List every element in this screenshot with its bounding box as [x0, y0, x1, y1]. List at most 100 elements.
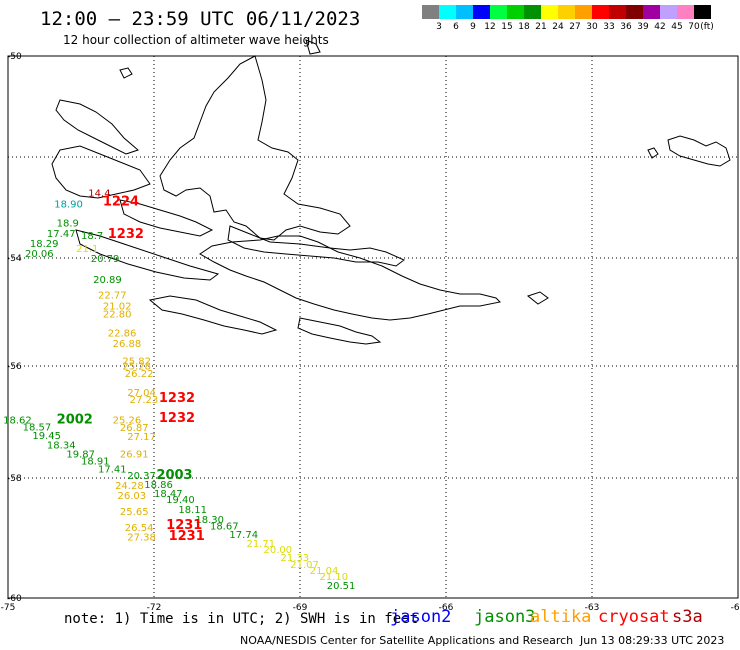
wave-height-value: 26.87: [120, 423, 149, 434]
colorbar-tick-label: 18: [518, 22, 530, 32]
colorbar-tick-label: 39: [637, 22, 649, 32]
wave-height-value: 27.04: [127, 388, 156, 399]
wave-height-value: 21.02: [103, 301, 132, 312]
longitude-label: -66: [439, 603, 454, 613]
colorbar-swatch: [575, 5, 592, 19]
colorbar-tick-label: 9: [470, 22, 476, 32]
wave-height-value: 20.89: [93, 275, 122, 286]
coastline-islet-2: [526, 291, 549, 305]
wave-height-value: 25.82: [122, 356, 151, 367]
wave-height-value: 17.41: [98, 464, 127, 475]
colorbar-tick-label: 70: [688, 22, 700, 32]
coastline-mainland: [159, 55, 351, 241]
wave-height-value: 18.34: [47, 440, 76, 451]
wave-height-value: 27.38: [127, 532, 156, 543]
wave-height-value: 18.90: [54, 200, 83, 211]
grid-lines: [8, 56, 738, 598]
wave-height-value: 21.04: [310, 566, 339, 577]
wave-height-value: 21.10: [319, 572, 348, 583]
legend-item-altika: altika: [530, 607, 592, 627]
legend-item-cryosat: cryosat: [598, 607, 670, 627]
wave-height-value: 21.71: [246, 539, 275, 550]
colorbar-swatch: [541, 5, 558, 19]
longitude-label: -60: [731, 603, 740, 613]
colorbar-tick-label: 42: [654, 22, 666, 32]
map-subtitle: 12 hour collection of altimeter wave hei…: [63, 33, 329, 47]
coastline-strait: [227, 225, 405, 267]
wave-height-value: 18.57: [23, 422, 52, 433]
coastline-north-fjords: [55, 99, 139, 155]
wave-height-value: 2002: [57, 413, 93, 428]
coastline-falklands: [667, 135, 731, 167]
wave-height-value: 21.1: [76, 244, 98, 255]
longitude-labels: -75 -72 -69 -66 -63 -60: [1, 603, 740, 613]
wave-height-value: 22.77: [98, 291, 127, 302]
wave-height-value: 20.51: [327, 581, 356, 592]
colorbar-swatch: [439, 5, 456, 19]
wave-height-value: 22.86: [108, 328, 137, 339]
wave-height-value: 27.17: [127, 432, 156, 443]
colorbar-swatch: [592, 5, 609, 19]
wave-height-value: 18.67: [210, 522, 239, 533]
coastline-islet-3: [305, 39, 321, 55]
wave-height-value: 21.33: [281, 553, 310, 564]
wave-height-value: 1232: [108, 227, 144, 242]
wave-height-value: 20.00: [264, 545, 293, 556]
wave-height-value: 19.45: [32, 431, 61, 442]
coastline-south-chain: [75, 229, 220, 281]
colorbar-swatch: [473, 5, 490, 19]
latitude-label: -50: [7, 52, 22, 62]
wave-height-value: 22.80: [103, 309, 132, 320]
wave-height-value: 26.22: [125, 369, 154, 380]
wave-height-value: 26.88: [113, 339, 142, 350]
colorbar-tick-label: 45: [671, 22, 683, 32]
coastline-west-islands: [51, 145, 151, 199]
coastline: [51, 39, 731, 345]
coastline-islands-south: [148, 295, 278, 335]
colorbar-tick-label: 21: [535, 22, 547, 32]
wave-height-value: 18.47: [154, 489, 183, 500]
latitude-label: -54: [7, 254, 22, 264]
wave-height-value: 1231: [169, 529, 205, 544]
legend-item-jason3: jason3: [474, 607, 536, 627]
wave-height-value: 24.28: [115, 481, 144, 492]
latitude-label: -60: [7, 594, 22, 604]
map-frame: [7, 55, 739, 599]
colorbar-swatch: [677, 5, 694, 19]
colorbar-tick-label: 12: [484, 22, 496, 32]
wave-height-value: 1232: [159, 411, 195, 426]
legend-item-jason2: jason2: [390, 607, 452, 627]
wave-height-value: 18.11: [178, 505, 207, 516]
longitude-label: -72: [147, 603, 162, 613]
legend-item-s3a: s3a: [672, 607, 703, 627]
wave-height-value: 25.26: [113, 416, 142, 427]
wave-height-value: 18.30: [195, 515, 224, 526]
latitude-label: -58: [7, 474, 22, 484]
colorbar-swatch: [694, 5, 711, 19]
coastline-islet-4: [119, 67, 133, 79]
wave-height-value: 1231: [166, 518, 202, 533]
wave-height-value: 25.28: [122, 361, 151, 372]
footer-credit: NOAA/NESDIS Center for Satellite Applica…: [240, 634, 574, 647]
wave-height-value: 27.23: [130, 395, 159, 406]
colorbar-swatch: [609, 5, 626, 19]
colorbar-swatch: [490, 5, 507, 19]
wave-height-value: 18.62: [3, 416, 32, 427]
wave-height-value: 18.86: [144, 480, 173, 491]
colorbar-tick-label: 36: [620, 22, 632, 32]
wave-height-value: 21.07: [290, 560, 319, 571]
map-border: [7, 55, 739, 599]
coastline-fjord-mid: [119, 199, 214, 237]
longitude-label: -69: [293, 603, 308, 613]
longitude-label: -63: [585, 603, 600, 613]
note-text: note: 1) Time is in UTC; 2) SWH is in fe…: [64, 611, 419, 627]
wave-height-value: 17.47: [47, 229, 76, 240]
wave-height-value: 1232: [159, 391, 195, 406]
wave-height-value: 2003: [156, 468, 192, 483]
colorbar-swatch: [507, 5, 524, 19]
colorbar-tick-label: 15: [501, 22, 513, 32]
colorbar-tick-label: 24: [552, 22, 564, 32]
wave-height-value: 1224: [103, 194, 139, 209]
wave-height-value: 18.7: [81, 231, 103, 242]
